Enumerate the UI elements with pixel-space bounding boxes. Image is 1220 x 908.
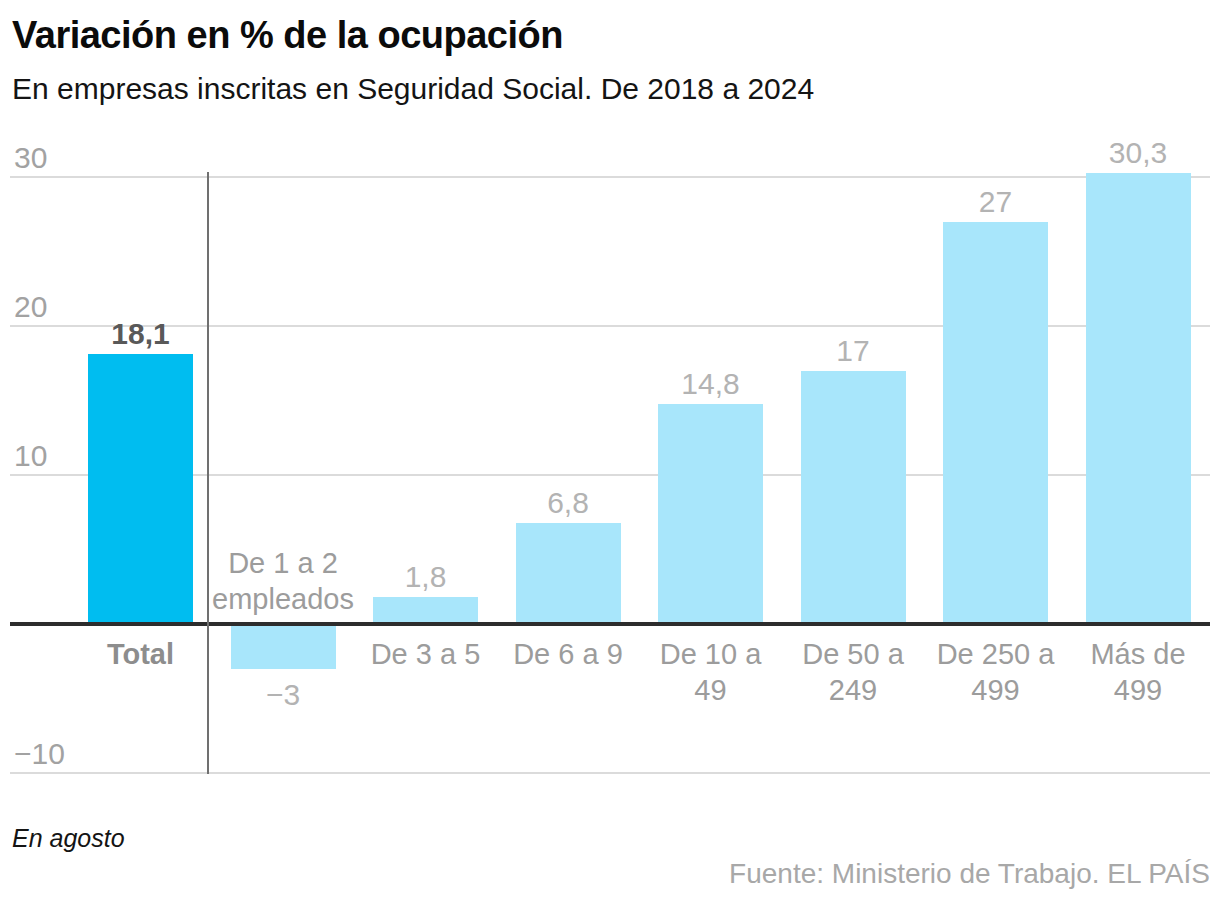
bar-de-250-a-499 — [943, 222, 1048, 624]
y-tick-label-30: 30 — [14, 140, 47, 176]
bar-de-10-a-49 — [658, 404, 763, 625]
bar-de-1-a-2-empleados — [231, 624, 336, 669]
category-label-total: Total — [51, 636, 231, 672]
bar-value-de-10-a-49: 14,8 — [626, 366, 796, 402]
category-label-ma-s-de-499: Más de499 — [1048, 636, 1220, 708]
y-tick-label--10: −10 — [14, 736, 65, 772]
gridline-30 — [10, 176, 1210, 178]
category-label-de-1-a-2-empleados: De 1 a 2empleados — [193, 545, 373, 617]
y-tick-label-20: 20 — [14, 289, 47, 325]
bar-value-de-250-a-499: 27 — [911, 184, 1081, 220]
bar-value-de-1-a-2-empleados: −3 — [198, 677, 368, 713]
bar-de-6-a-9 — [516, 523, 621, 624]
bar-chart-plot-area: 302010−1018,1−31,86,814,8172730,3TotalDe… — [0, 0, 1220, 820]
chart-footnote: En agosto — [12, 824, 125, 853]
x-axis-zero-line — [10, 622, 1210, 626]
bar-ma-s-de-499 — [1086, 173, 1191, 625]
bar-value-de-6-a-9: 6,8 — [483, 485, 653, 521]
bar-total — [88, 354, 193, 624]
bar-de-3-a-5 — [373, 597, 478, 624]
bar-de-50-a-249 — [801, 371, 906, 624]
gridline--10 — [10, 772, 1210, 774]
y-tick-label-10: 10 — [14, 438, 47, 474]
bar-value-total: 18,1 — [56, 316, 226, 352]
source-credit: Fuente: Ministerio de Trabajo. EL PAÍS — [729, 858, 1210, 890]
bar-value-de-50-a-249: 17 — [768, 333, 938, 369]
employment-variation-chart: Variación en % de la ocupación En empres… — [0, 0, 1220, 908]
bar-value-ma-s-de-499: 30,3 — [1053, 135, 1220, 171]
